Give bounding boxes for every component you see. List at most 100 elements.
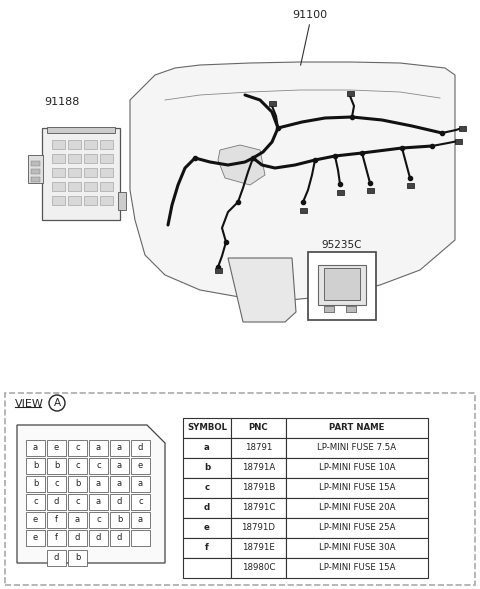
Text: LP-MINI FUSE 10A: LP-MINI FUSE 10A [319, 464, 395, 472]
Bar [68, 530, 87, 546]
Bar [286, 438, 428, 458]
Text: e: e [33, 515, 38, 524]
Text: c: c [96, 515, 101, 524]
Bar [324, 306, 334, 312]
FancyBboxPatch shape [42, 128, 120, 220]
Text: d: d [54, 554, 59, 562]
Text: PART NAME: PART NAME [329, 423, 384, 432]
Bar [68, 550, 87, 566]
Text: c: c [138, 498, 143, 507]
Bar [26, 440, 45, 456]
Text: b: b [33, 479, 38, 488]
Text: c: c [96, 462, 101, 471]
Bar [131, 530, 150, 546]
Bar [68, 494, 87, 510]
Bar [183, 478, 231, 498]
Bar [52, 182, 65, 191]
Bar [100, 140, 113, 149]
Text: c: c [54, 479, 59, 488]
Text: LP-MINI FUSE 30A: LP-MINI FUSE 30A [319, 544, 395, 552]
Text: 18791E: 18791E [242, 544, 275, 552]
Text: e: e [138, 462, 143, 471]
Bar [89, 458, 108, 474]
Bar [324, 268, 360, 300]
Text: b: b [75, 479, 80, 488]
Bar [347, 91, 353, 95]
Text: 18791C: 18791C [242, 504, 275, 512]
Polygon shape [17, 425, 165, 563]
Polygon shape [218, 145, 265, 185]
Bar [367, 187, 373, 193]
Bar [183, 558, 231, 578]
Bar [110, 530, 129, 546]
Text: VIEW: VIEW [15, 399, 44, 409]
Text: a: a [138, 515, 143, 524]
Text: e: e [54, 444, 59, 452]
Bar [89, 440, 108, 456]
Bar [26, 494, 45, 510]
Bar [110, 476, 129, 492]
Bar [131, 458, 150, 474]
Bar [52, 168, 65, 177]
Bar [68, 168, 81, 177]
Bar [231, 558, 286, 578]
Bar [47, 440, 66, 456]
Bar [84, 182, 97, 191]
Bar [215, 267, 221, 273]
Text: SYMBOL: SYMBOL [187, 423, 227, 432]
Text: d: d [54, 498, 59, 507]
Bar [68, 440, 87, 456]
Bar [68, 154, 81, 163]
Bar [47, 127, 115, 133]
Text: a: a [96, 479, 101, 488]
Bar [308, 252, 376, 320]
Bar [47, 512, 66, 528]
Text: PNC: PNC [249, 423, 268, 432]
Text: a: a [75, 515, 80, 524]
Text: 18791D: 18791D [241, 524, 276, 532]
Bar [52, 140, 65, 149]
Text: 18791B: 18791B [242, 484, 275, 492]
Bar [100, 168, 113, 177]
Bar [68, 182, 81, 191]
Bar [26, 530, 45, 546]
Text: a: a [117, 479, 122, 488]
Text: c: c [33, 498, 38, 507]
Bar [26, 458, 45, 474]
Bar [231, 518, 286, 538]
Bar [31, 169, 40, 174]
Bar [183, 498, 231, 518]
Bar [110, 440, 129, 456]
Text: a: a [204, 444, 210, 452]
Text: e: e [33, 534, 38, 542]
Bar [68, 196, 81, 205]
Text: 18980C: 18980C [242, 564, 275, 573]
Bar [31, 161, 40, 166]
Text: 91100: 91100 [292, 10, 327, 20]
Bar [110, 494, 129, 510]
Bar [286, 458, 428, 478]
Polygon shape [228, 258, 296, 322]
Bar [286, 518, 428, 538]
Text: b: b [33, 462, 38, 471]
Bar [100, 196, 113, 205]
Bar [131, 494, 150, 510]
Bar [183, 518, 231, 538]
Bar [47, 530, 66, 546]
Bar [68, 512, 87, 528]
Text: d: d [204, 504, 210, 512]
Text: c: c [75, 462, 80, 471]
Text: 18791: 18791 [245, 444, 272, 452]
Text: a: a [96, 498, 101, 507]
Text: A: A [53, 398, 60, 408]
Bar [324, 306, 334, 312]
Bar [268, 101, 276, 105]
Bar [131, 512, 150, 528]
Text: b: b [204, 464, 210, 472]
Bar [286, 498, 428, 518]
Bar [183, 418, 231, 438]
Text: a: a [117, 462, 122, 471]
Text: a: a [33, 444, 38, 452]
Bar [407, 183, 413, 187]
Bar [68, 140, 81, 149]
